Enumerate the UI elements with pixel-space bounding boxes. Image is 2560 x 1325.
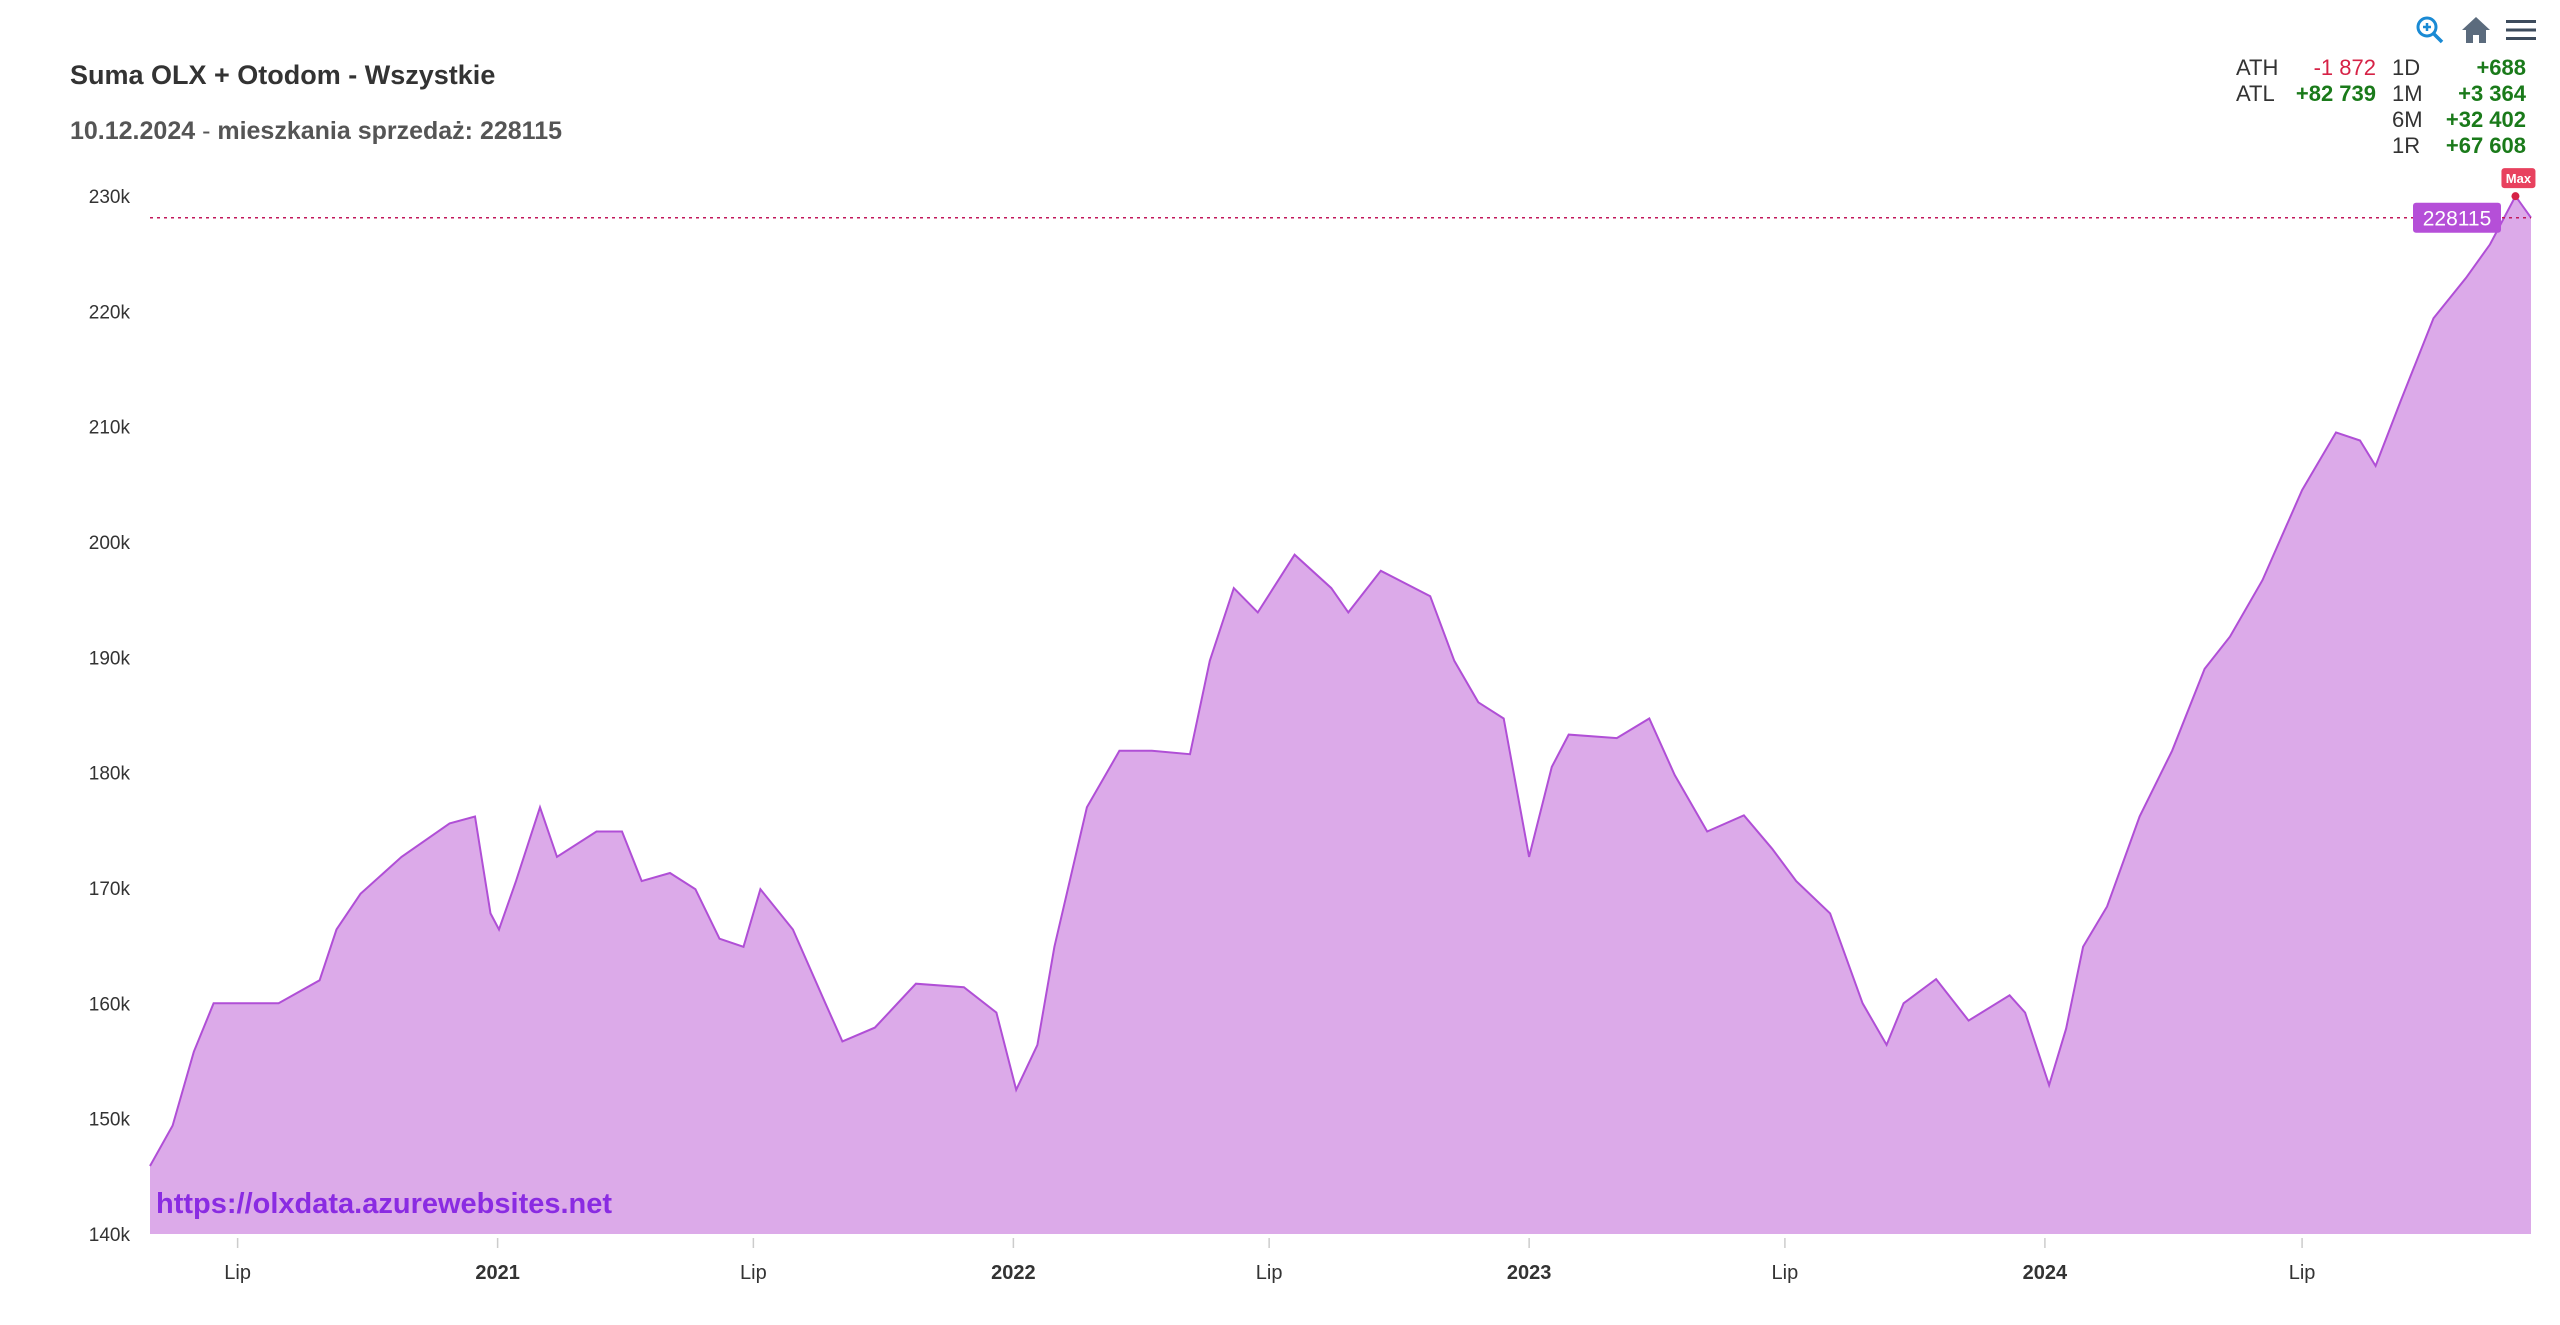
1m-label: 1M [2392, 81, 2423, 106]
x-tick-label: Lip [1256, 1262, 1283, 1284]
x-tick-label: Lip [1772, 1262, 1799, 1284]
zoom-in-icon[interactable] [2414, 14, 2446, 51]
x-tick-label: 2021 [475, 1262, 520, 1284]
chart-toolbar [2414, 14, 2536, 51]
max-point [2511, 192, 2520, 201]
y-tick-label: 170k [89, 879, 131, 900]
subtitle-text: mieszkania sprzedaż: 228115 [217, 117, 562, 145]
atl-label: ATL [2236, 81, 2275, 106]
max-badge [2501, 168, 2536, 189]
6m-label: 6M [2392, 107, 2423, 132]
subtitle-date: 10.12.2024 [70, 117, 196, 145]
1m-value: +3 364 [2458, 81, 2526, 106]
y-tick-label: 190k [89, 648, 131, 669]
subtitle-separator: - [195, 117, 218, 145]
x-tick-label: Lip [224, 1262, 251, 1284]
ath-label: ATH [2236, 55, 2279, 80]
1d-label: 1D [2392, 55, 2421, 80]
max-label: Max [2506, 171, 2532, 186]
series-line [149, 194, 2532, 1167]
x-tick-label: 2022 [991, 1262, 1036, 1284]
watermark-url: https://olxdata.azurewebsites.net [156, 1188, 613, 1220]
1r-value: +67 608 [2445, 133, 2526, 158]
current-value-label: 228115 [2423, 208, 2492, 231]
6m-value: +32 402 [2445, 107, 2526, 132]
y-tick-label: 180k [89, 764, 131, 785]
y-tick-label: 220k [89, 302, 131, 323]
1d-value: +688 [2476, 55, 2526, 80]
y-tick-label: 230k [89, 187, 131, 208]
stats-grid: ATH -1 872 1D +688 ATL +82 739 1M +3 364 6M +32… [2236, 55, 2526, 159]
1r-label: 1R [2392, 133, 2421, 158]
y-tick-label: 160k [89, 994, 131, 1015]
x-tick-label: Lip [2289, 1262, 2316, 1284]
x-tick-label: 2023 [1507, 1262, 1552, 1284]
y-tick-label: 140k [89, 1225, 131, 1246]
x-tick-label: 2024 [2023, 1262, 2068, 1284]
home-icon[interactable] [2460, 15, 2492, 50]
atl-value: +82 739 [2295, 81, 2376, 106]
chart-title: Suma OLX + Otodom - Wszystkie [70, 60, 496, 90]
menu-icon[interactable] [2506, 17, 2536, 48]
y-tick-label: 150k [89, 1110, 131, 1131]
current-value-badge [2413, 202, 2501, 233]
ath-value: -1 872 [2313, 55, 2376, 80]
x-tick-label: Lip [740, 1262, 767, 1284]
y-tick-label: 210k [89, 418, 131, 439]
y-tick-label: 200k [89, 533, 131, 554]
area-fill [150, 196, 2531, 1235]
chart-subtitle: 10.12.2024 - mieszkania sprzedaż: 228115 [70, 117, 562, 146]
